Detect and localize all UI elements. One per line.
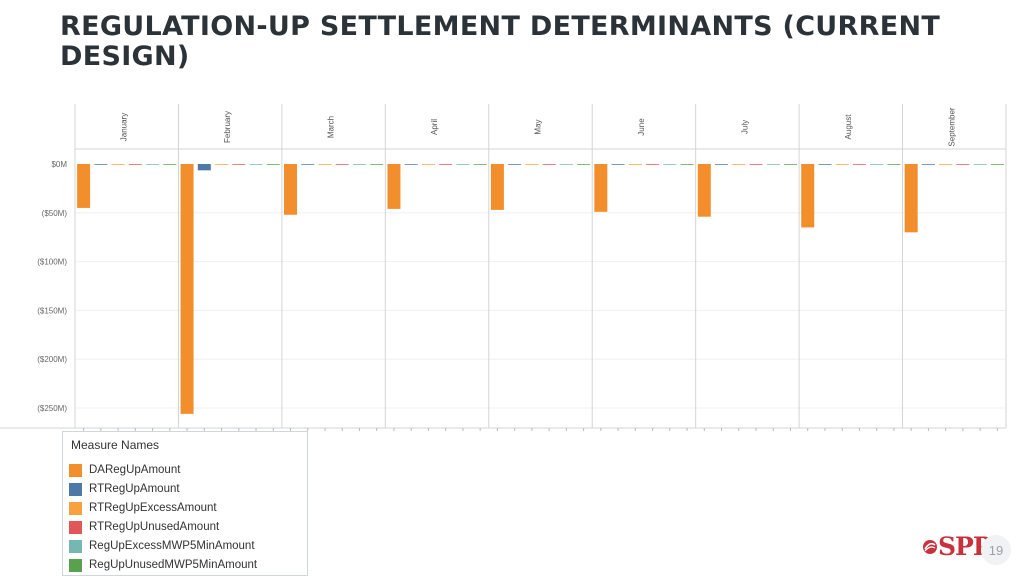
bar-regupexcessmwp5minamount-march xyxy=(352,164,366,165)
column-header-may: May xyxy=(534,119,543,134)
bar-rtregupamount-june xyxy=(611,164,625,165)
bar-rtregupunusedamount-april xyxy=(439,164,453,165)
legend-title: Measure Names xyxy=(71,438,160,452)
bar-daregupamount-january xyxy=(77,164,91,208)
bar-rtregupunusedamount-september xyxy=(956,164,970,165)
bar-rtregupamount-september xyxy=(921,164,935,165)
column-header-february: February xyxy=(223,111,232,143)
bar-rtregupexcessamount-february xyxy=(215,164,229,165)
bar-regupexcessmwp5minamount-july xyxy=(766,164,780,165)
bar-chart: $0M ($50M) ($100M) ($150M) ($200M) ($250M) Jan… xyxy=(0,104,1007,431)
bar-rtregupexcessamount-august xyxy=(835,164,849,165)
y-tick-label: ($50M) xyxy=(42,209,68,218)
bar-rtregupexcessamount-september xyxy=(939,164,953,165)
y-tick-label: ($200M) xyxy=(37,355,67,364)
bar-daregupamount-april xyxy=(387,164,401,209)
bar-rtregupamount-april xyxy=(404,164,418,165)
legend-swatch xyxy=(69,558,82,572)
legend-label: RTRegUpExcessAmount xyxy=(89,502,217,514)
bar-regupunusedmwp5minamount-july xyxy=(783,164,797,165)
legend-swatch xyxy=(69,463,82,477)
column-header-april: April xyxy=(430,119,439,135)
bar-rtregupunusedamount-january xyxy=(128,164,142,165)
bar-rtregupunusedamount-march xyxy=(335,164,349,165)
bar-rtregupunusedamount-february xyxy=(232,164,246,165)
bar-regupexcessmwp5minamount-september xyxy=(973,164,987,165)
legend-item-regupexcessmwp5minamount[interactable]: RegUpExcessMWP5MinAmount xyxy=(69,539,255,553)
bar-regupunusedmwp5minamount-april xyxy=(473,164,487,165)
legend-swatch xyxy=(69,520,82,534)
bar-daregupamount-september xyxy=(904,164,918,233)
bar-rtregupexcessamount-march xyxy=(318,164,332,165)
legend-swatch xyxy=(69,482,82,496)
legend-swatch xyxy=(69,501,82,515)
bar-rtregupexcessamount-april xyxy=(421,164,435,165)
bar-rtregupamount-may xyxy=(508,164,522,165)
bar-rtregupamount-august xyxy=(818,164,832,165)
slide-title: REGULATION-UP SETTLEMENT DETERMINANTS (C… xyxy=(60,11,941,72)
bar-regupunusedmwp5minamount-may xyxy=(577,164,591,165)
bar-regupunusedmwp5minamount-september xyxy=(990,164,1004,165)
bar-regupexcessmwp5minamount-june xyxy=(663,164,677,165)
bar-daregupamount-july xyxy=(697,164,711,217)
y-tick-label: ($100M) xyxy=(37,258,67,267)
spp-swirl-icon xyxy=(923,539,937,554)
bar-rtregupexcessamount-june xyxy=(628,164,642,165)
bar-regupexcessmwp5minamount-april xyxy=(456,164,470,165)
bar-rtregupamount-february xyxy=(197,164,211,171)
legend: Measure Names DARegUpAmount RTRegUpAmoun… xyxy=(62,431,308,576)
bar-regupexcessmwp5minamount-january xyxy=(146,164,160,165)
bar-daregupamount-june xyxy=(594,164,608,212)
legend-label: RegUpUnusedMWP5MinAmount xyxy=(89,559,258,571)
bar-rtregupamount-january xyxy=(94,164,108,165)
bar-daregupamount-may xyxy=(490,164,504,210)
bar-regupunusedmwp5minamount-august xyxy=(887,164,901,165)
legend-label: DARegUpAmount xyxy=(89,464,181,476)
bar-rtregupexcessamount-july xyxy=(732,164,746,165)
legend-label: RegUpExcessMWP5MinAmount xyxy=(89,540,255,552)
bar-rtregupexcessamount-january xyxy=(111,164,125,165)
legend-item-rtregupunusedamount[interactable]: RTRegUpUnusedAmount xyxy=(69,520,219,534)
legend-item-regupunusedmwp5minamount[interactable]: RegUpUnusedMWP5MinAmount xyxy=(69,558,257,572)
bar-daregupamount-february xyxy=(180,164,194,414)
bar-regupexcessmwp5minamount-february xyxy=(249,164,263,165)
column-header-january: January xyxy=(120,113,129,141)
column-header-july: July xyxy=(740,120,749,134)
bar-regupexcessmwp5minamount-may xyxy=(559,164,573,165)
bar-regupunusedmwp5minamount-january xyxy=(163,164,177,165)
bar-regupexcessmwp5minamount-august xyxy=(870,164,884,165)
bar-rtregupunusedamount-august xyxy=(852,164,866,165)
bar-rtregupexcessamount-may xyxy=(525,164,539,165)
legend-item-rtregupexcessamount[interactable]: RTRegUpExcessAmount xyxy=(69,501,217,515)
bar-daregupamount-march xyxy=(284,164,298,215)
legend-item-rtregupamount[interactable]: RTRegUpAmount xyxy=(69,482,180,496)
y-tick-label: ($250M) xyxy=(37,404,67,413)
bar-rtregupamount-march xyxy=(301,164,315,165)
page-number: 19 xyxy=(981,535,1011,565)
legend-swatch xyxy=(69,539,82,553)
column-header-march: March xyxy=(327,116,336,138)
column-header-august: August xyxy=(844,114,853,140)
legend-label: RTRegUpAmount xyxy=(89,483,180,495)
legend-item-daregupamount[interactable]: DARegUpAmount xyxy=(69,463,180,477)
column-header-june: June xyxy=(637,118,646,136)
bar-regupunusedmwp5minamount-june xyxy=(680,164,694,165)
bar-rtregupunusedamount-may xyxy=(542,164,556,165)
bar-daregupamount-august xyxy=(801,164,815,228)
y-tick-label: ($150M) xyxy=(37,306,67,315)
bar-regupunusedmwp5minamount-march xyxy=(370,164,384,165)
bar-rtregupamount-july xyxy=(715,164,729,165)
bar-rtregupunusedamount-june xyxy=(646,164,660,165)
y-tick-label: $0M xyxy=(51,160,67,169)
legend-label: RTRegUpUnusedAmount xyxy=(89,521,220,533)
bar-regupunusedmwp5minamount-february xyxy=(266,164,280,165)
bar-rtregupunusedamount-july xyxy=(749,164,763,165)
column-header-september: September xyxy=(947,107,956,146)
